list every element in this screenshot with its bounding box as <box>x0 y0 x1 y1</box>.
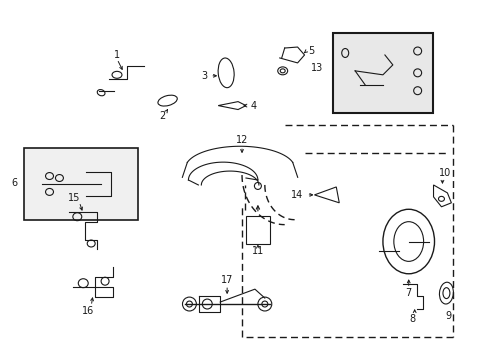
Text: 11: 11 <box>251 247 264 256</box>
Text: 1: 1 <box>114 50 120 60</box>
Text: 3: 3 <box>201 71 207 81</box>
Text: 4: 4 <box>250 100 257 111</box>
Text: 7: 7 <box>405 288 411 298</box>
Text: 6: 6 <box>12 178 18 188</box>
Text: 13: 13 <box>311 63 323 73</box>
Text: 9: 9 <box>445 311 450 321</box>
Text: 12: 12 <box>235 135 248 145</box>
Text: 15: 15 <box>68 193 81 203</box>
Text: 10: 10 <box>438 168 450 178</box>
Bar <box>24 148 138 220</box>
Text: 2: 2 <box>159 112 165 121</box>
Bar <box>333 33 432 113</box>
Bar <box>245 216 269 243</box>
Text: 17: 17 <box>221 275 233 285</box>
Text: 16: 16 <box>82 306 94 316</box>
Text: 14: 14 <box>290 190 302 200</box>
Text: 8: 8 <box>409 314 415 324</box>
Text: 5: 5 <box>308 46 314 56</box>
